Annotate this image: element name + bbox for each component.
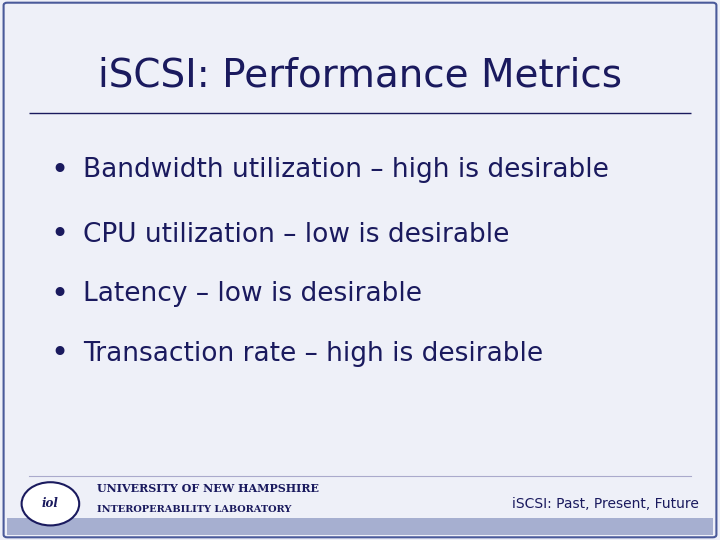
Text: Bandwidth utilization – high is desirable: Bandwidth utilization – high is desirabl… bbox=[83, 157, 608, 183]
Text: CPU utilization – low is desirable: CPU utilization – low is desirable bbox=[83, 222, 509, 248]
Text: •: • bbox=[50, 280, 68, 309]
Text: •: • bbox=[50, 220, 68, 249]
Text: iol: iol bbox=[42, 497, 59, 510]
Circle shape bbox=[22, 482, 79, 525]
Text: •: • bbox=[50, 339, 68, 368]
Text: •: • bbox=[50, 156, 68, 185]
Text: INTEROPERABILITY LABORATORY: INTEROPERABILITY LABORATORY bbox=[97, 505, 292, 514]
Text: iSCSI: Performance Metrics: iSCSI: Performance Metrics bbox=[98, 57, 622, 94]
Bar bbox=[7, 518, 713, 535]
Text: Latency – low is desirable: Latency – low is desirable bbox=[83, 281, 422, 307]
Text: iSCSI: Past, Present, Future: iSCSI: Past, Present, Future bbox=[511, 497, 698, 511]
Text: UNIVERSITY OF NEW HAMPSHIRE: UNIVERSITY OF NEW HAMPSHIRE bbox=[97, 483, 319, 494]
FancyBboxPatch shape bbox=[4, 3, 716, 537]
Text: Transaction rate – high is desirable: Transaction rate – high is desirable bbox=[83, 341, 543, 367]
